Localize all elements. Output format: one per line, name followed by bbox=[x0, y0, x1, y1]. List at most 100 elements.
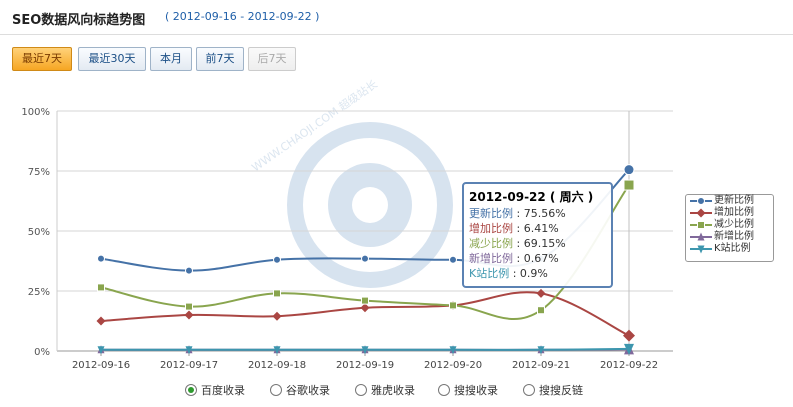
data-point bbox=[184, 310, 194, 320]
data-point bbox=[623, 179, 635, 191]
tooltip-value: : 0.67% bbox=[513, 252, 559, 265]
y-tick-label: 75% bbox=[28, 167, 50, 178]
data-point bbox=[273, 346, 281, 355]
y-tick-label: 50% bbox=[28, 227, 50, 238]
data-point bbox=[272, 311, 282, 321]
radio-label: 雅虎收录 bbox=[371, 384, 415, 397]
tooltip-value: : 75.56% bbox=[513, 207, 566, 220]
previous-7-days-button[interactable]: 前7天 bbox=[196, 47, 244, 71]
radio-circle-icon[interactable] bbox=[185, 384, 197, 396]
tooltip-value: : 69.15% bbox=[513, 237, 566, 250]
next-7-days-button[interactable]: 后7天 bbox=[248, 47, 296, 71]
chart-legend: 更新比例 增加比例 减少比例 新增比例 K站比例 bbox=[685, 194, 774, 262]
radio-label: 谷歌收录 bbox=[286, 384, 330, 397]
data-point bbox=[96, 316, 106, 326]
chart-tooltip: 2012-09-22 ( 周六 ) 更新比例 : 75.56% 增加比例 : 6.… bbox=[462, 182, 613, 288]
last-30-days-button[interactable]: 最近30天 bbox=[78, 47, 146, 71]
legend-item[interactable]: 新增比例 bbox=[686, 231, 773, 243]
source-radio[interactable]: 雅虎收录 bbox=[355, 382, 415, 398]
x-tick-label: 2012-09-21 bbox=[512, 360, 570, 371]
radio-label: 百度收录 bbox=[201, 384, 245, 397]
tooltip-row: K站比例 : 0.9% bbox=[469, 266, 606, 281]
legend-symbol bbox=[690, 232, 712, 241]
data-point bbox=[273, 289, 281, 298]
source-radio[interactable]: 谷歌收录 bbox=[270, 382, 330, 398]
header-bar: SEO数据风向标趋势图 ( 2012-09-16 - 2012-09-22 ) bbox=[0, 0, 793, 35]
x-tick-label: 2012-09-19 bbox=[336, 360, 394, 371]
data-point bbox=[449, 255, 457, 264]
radio-circle-icon[interactable] bbox=[523, 384, 535, 396]
data-point bbox=[624, 343, 634, 355]
legend-marker bbox=[697, 232, 705, 241]
legend-item[interactable]: 减少比例 bbox=[686, 219, 773, 231]
legend-label: 新增比例 bbox=[714, 231, 754, 242]
data-point bbox=[361, 346, 369, 355]
tooltip-label: 增加比例 bbox=[469, 222, 513, 235]
source-radio[interactable]: 百度收录 bbox=[185, 382, 245, 398]
x-tick-label: 2012-09-22 bbox=[600, 360, 658, 371]
x-tick-label: 2012-09-18 bbox=[248, 360, 306, 371]
watermark-ring bbox=[287, 122, 453, 288]
tooltip-row: 新增比例 : 0.67% bbox=[469, 251, 606, 266]
date-range: ( 2012-09-16 - 2012-09-22 ) bbox=[165, 10, 320, 23]
data-point bbox=[185, 266, 193, 275]
y-tick-label: 0% bbox=[34, 347, 50, 358]
legend-symbol bbox=[690, 245, 712, 254]
legend-marker bbox=[697, 197, 705, 205]
data-point bbox=[537, 346, 545, 355]
tooltip-value: : 6.41% bbox=[513, 222, 559, 235]
data-point bbox=[536, 288, 546, 298]
radio-label: 搜搜反链 bbox=[539, 384, 583, 397]
data-point bbox=[273, 255, 281, 264]
tooltip-label: 更新比例 bbox=[469, 207, 513, 220]
data-point bbox=[361, 254, 369, 263]
legend-label: 减少比例 bbox=[714, 219, 754, 230]
legend-label: 更新比例 bbox=[714, 195, 754, 206]
data-point bbox=[449, 346, 457, 355]
legend-label: K站比例 bbox=[714, 243, 751, 254]
legend-symbol bbox=[690, 197, 712, 205]
source-radio[interactable]: 搜搜反链 bbox=[523, 382, 583, 398]
page-title: SEO数据风向标趋势图 bbox=[12, 13, 146, 28]
tooltip-label: K站比例 bbox=[469, 267, 510, 280]
watermark-pupil bbox=[352, 187, 388, 223]
legend-item[interactable]: 增加比例 bbox=[686, 207, 773, 219]
data-point bbox=[360, 303, 370, 313]
this-month-button[interactable]: 本月 bbox=[150, 47, 192, 71]
y-tick-label: 100% bbox=[21, 107, 50, 118]
legend-symbol bbox=[690, 208, 712, 218]
x-tick-label: 2012-09-17 bbox=[160, 360, 218, 371]
tooltip-value: : 0.9% bbox=[509, 267, 548, 280]
data-point bbox=[97, 346, 105, 355]
tooltip-row: 减少比例 : 69.15% bbox=[469, 236, 606, 251]
legend-marker bbox=[697, 245, 705, 254]
data-point bbox=[449, 301, 457, 310]
legend-marker bbox=[697, 221, 705, 229]
data-point bbox=[623, 164, 635, 176]
source-radio[interactable]: 搜搜收录 bbox=[438, 382, 498, 398]
legend-item[interactable]: 更新比例 bbox=[686, 195, 773, 207]
last-7-days-button[interactable]: 最近7天 bbox=[12, 47, 72, 71]
tooltip-date: 2012-09-22 ( 周六 ) bbox=[469, 190, 594, 204]
legend-item[interactable]: K站比例 bbox=[686, 243, 773, 255]
tooltip-row: 增加比例 : 6.41% bbox=[469, 221, 606, 236]
legend-label: 增加比例 bbox=[714, 207, 754, 218]
tooltip-row: 更新比例 : 75.56% bbox=[469, 206, 606, 221]
radio-circle-icon[interactable] bbox=[270, 384, 282, 396]
data-point bbox=[185, 302, 193, 311]
radio-label: 搜搜收录 bbox=[454, 384, 498, 397]
data-point bbox=[97, 283, 105, 292]
radio-circle-icon[interactable] bbox=[438, 384, 450, 396]
watermark-logo: WWW.CHAOJI.COM 超级站长 bbox=[249, 77, 453, 288]
data-point bbox=[623, 329, 635, 342]
tooltip-label: 新增比例 bbox=[469, 252, 513, 265]
legend-marker bbox=[696, 208, 706, 218]
data-point bbox=[185, 346, 193, 355]
data-point bbox=[537, 306, 545, 315]
data-point bbox=[97, 254, 105, 263]
y-tick-label: 25% bbox=[28, 287, 50, 298]
legend-symbol bbox=[690, 221, 712, 229]
x-tick-label: 2012-09-16 bbox=[72, 360, 130, 371]
radio-circle-icon[interactable] bbox=[355, 384, 367, 396]
